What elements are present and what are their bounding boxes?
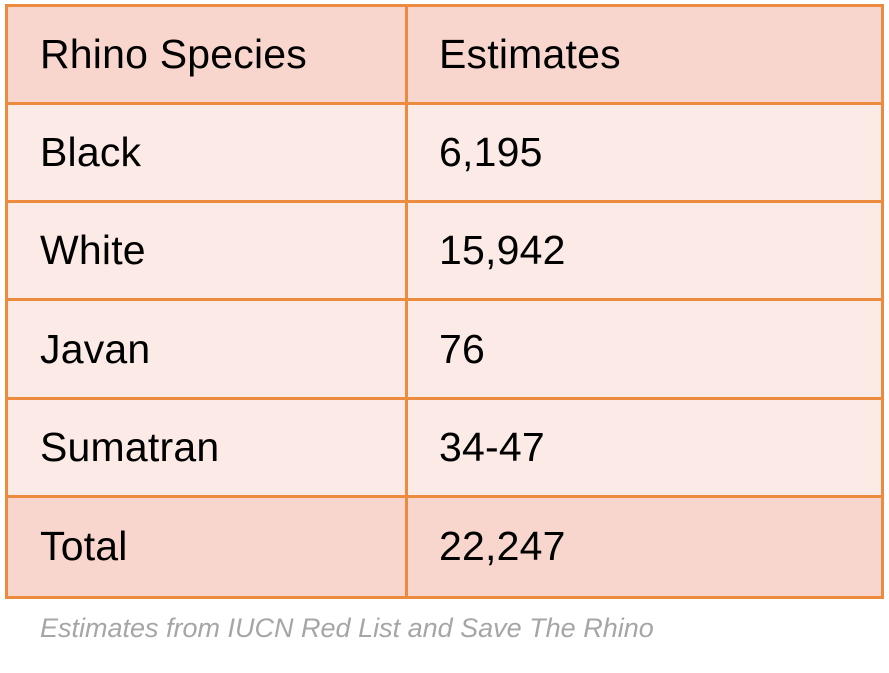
species-cell: Black <box>8 105 408 204</box>
column-header-species: Rhino Species <box>8 7 408 106</box>
estimate-cell: 76 <box>408 301 881 400</box>
table-caption: Estimates from IUCN Red List and Save Th… <box>40 613 654 643</box>
estimate-cell: 34-47 <box>408 399 881 498</box>
estimate-cell: 6,195 <box>408 105 881 204</box>
estimate-cell: 15,942 <box>408 203 881 302</box>
species-cell: White <box>8 203 408 302</box>
species-cell: Sumatran <box>8 399 408 498</box>
species-cell: Javan <box>8 301 408 400</box>
rhino-estimates-table: Rhino Species Estimates Black 6,195 Whit… <box>5 4 884 599</box>
total-label-cell: Total <box>8 497 408 596</box>
column-header-estimates: Estimates <box>408 7 881 106</box>
total-value-cell: 22,247 <box>408 497 881 596</box>
